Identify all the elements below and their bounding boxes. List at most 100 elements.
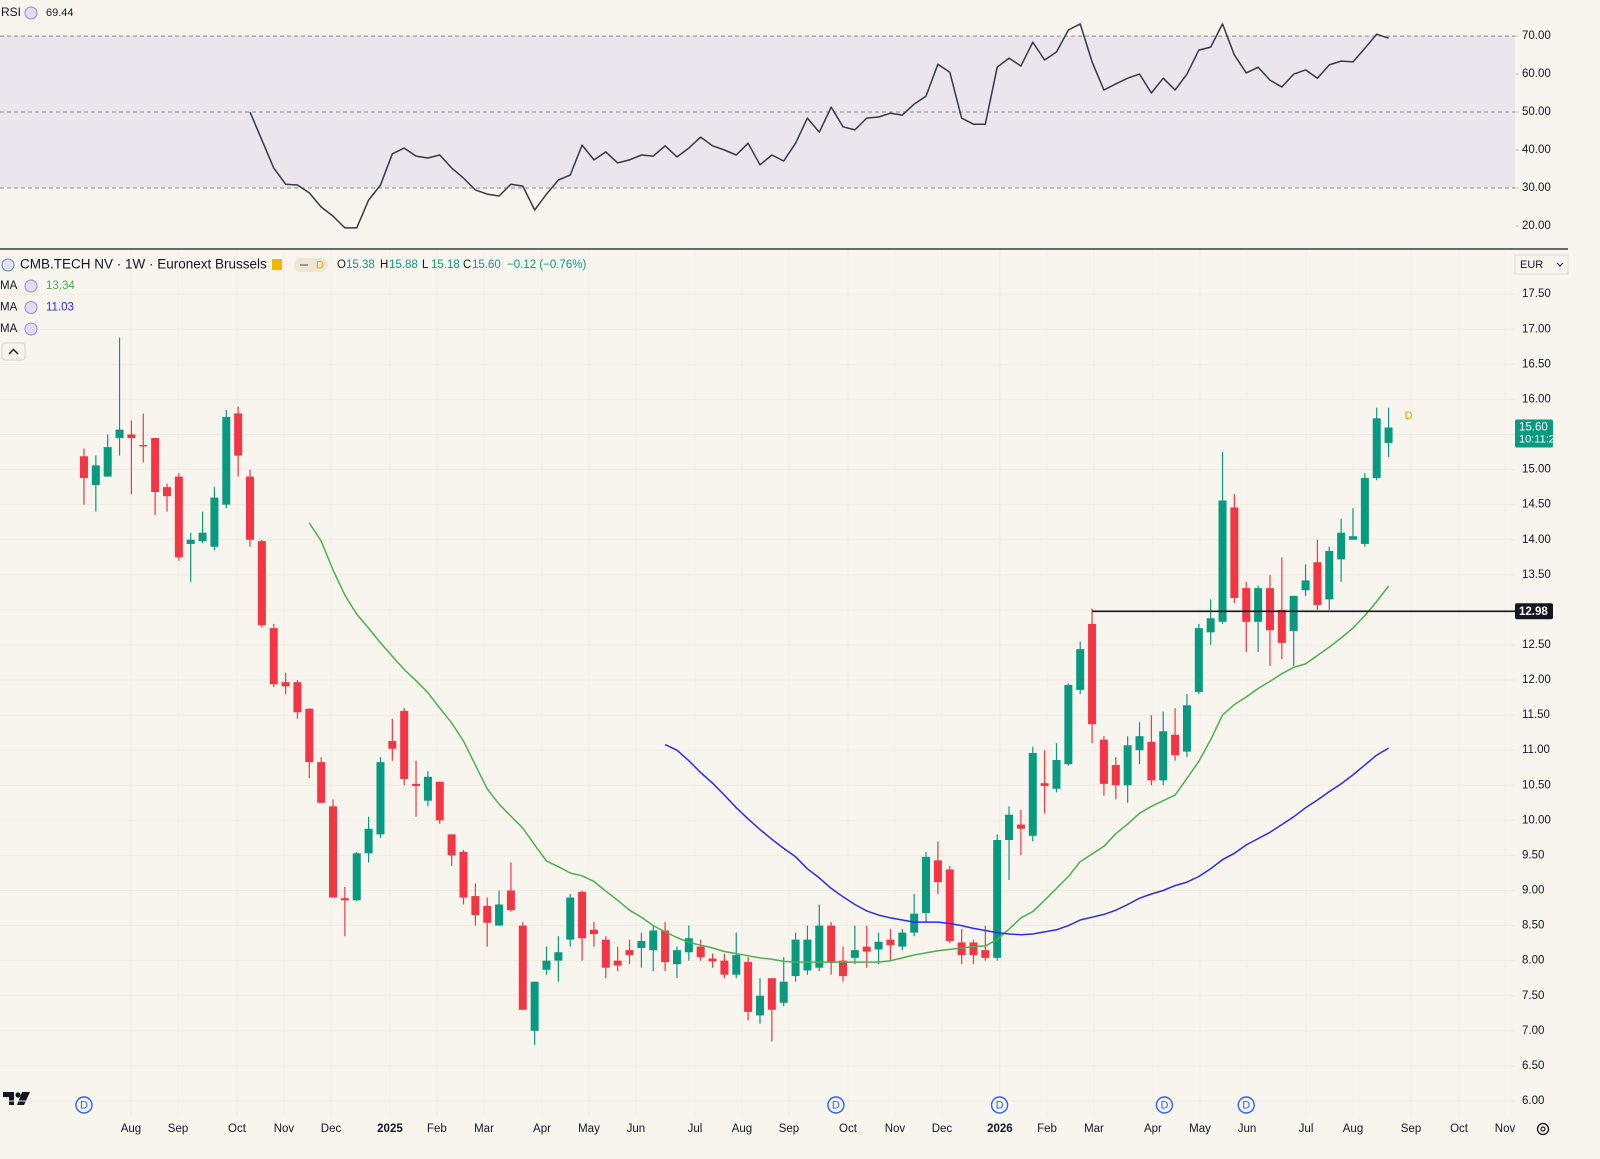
candle-body <box>839 960 848 977</box>
candle-body <box>174 476 183 558</box>
candle-body <box>222 416 231 505</box>
candle-body <box>969 942 978 956</box>
legend-settings-icon[interactable] <box>24 301 38 314</box>
x-tick-label: Nov <box>1495 1123 1516 1135</box>
candle-body <box>1230 507 1239 598</box>
rsi-pane <box>0 23 1515 229</box>
candle-body <box>305 708 314 763</box>
candle-body <box>803 939 812 971</box>
candle-body <box>518 925 527 1010</box>
candle-body <box>625 950 634 956</box>
candle-body <box>945 869 954 942</box>
event-label: D <box>996 1099 1004 1111</box>
candle-body <box>922 856 931 913</box>
candle-body <box>471 896 480 916</box>
ohlc-key: H <box>380 259 388 271</box>
candle-body <box>1159 731 1168 781</box>
x-tick-label: Oct <box>839 1123 858 1135</box>
ohlc-value: 15.38 <box>346 259 375 271</box>
candle-body <box>684 938 693 953</box>
y-tick-label: 10.50 <box>1522 779 1551 791</box>
candle-body <box>1372 418 1381 479</box>
candle-body <box>1218 500 1227 622</box>
y-tick-label: 12.00 <box>1522 674 1551 686</box>
rsi-tick-label: 50.00 <box>1522 106 1551 118</box>
currency-chevron <box>1556 262 1564 267</box>
x-tick-label: Sep <box>779 1123 799 1135</box>
rsi-title: RSI <box>1 5 21 19</box>
x-tick-label: Mar <box>474 1123 494 1135</box>
legend-value: 13.34 <box>46 280 75 292</box>
y-tick-label: 10.00 <box>1522 814 1551 826</box>
event-marker[interactable] <box>75 1096 93 1114</box>
candle-body <box>317 762 326 803</box>
candle-body <box>495 904 504 926</box>
candle-body <box>1242 588 1251 622</box>
y-tick-label: 14.50 <box>1522 499 1551 511</box>
price-pane: D D D D D D <box>75 337 1515 1114</box>
gear-center <box>1540 1126 1546 1132</box>
x-tick-label: Aug <box>732 1123 752 1135</box>
event-marker[interactable] <box>827 1096 845 1114</box>
candle-body <box>898 932 907 947</box>
candle-body <box>1076 649 1085 690</box>
event-label: D <box>80 1099 88 1111</box>
candle-body <box>506 890 515 911</box>
legend-settings-icon[interactable] <box>24 279 38 293</box>
price-change: −0.12 (−0.76%) <box>507 259 586 271</box>
x-tick-label: Feb <box>1037 1123 1057 1135</box>
x-tick-label: Jun <box>1238 1123 1257 1135</box>
candle-body <box>874 941 883 950</box>
y-tick-label: 16.50 <box>1522 358 1551 370</box>
candle-body <box>981 950 990 958</box>
x-tick-label: Oct <box>228 1123 247 1135</box>
y-tick-label: 6.00 <box>1522 1095 1544 1107</box>
candle-body <box>1313 562 1322 605</box>
candle-body <box>1123 745 1132 786</box>
collapse-button[interactable] <box>1 342 26 361</box>
logo[interactable] <box>3 1092 30 1105</box>
y-tick-label: 7.50 <box>1522 990 1544 1002</box>
candle-body <box>672 950 681 965</box>
candle-body <box>103 447 112 477</box>
ohlc-value: 15.88 <box>389 259 418 271</box>
candle-body <box>993 839 1002 958</box>
candle-body <box>246 476 255 540</box>
x-tick-label: Dec <box>321 1123 342 1135</box>
candle-body <box>483 905 492 923</box>
legend-settings-icon[interactable] <box>24 322 38 336</box>
y-tick-label: 6.50 <box>1522 1060 1544 1072</box>
x-tick-label: Nov <box>274 1123 295 1135</box>
candle-body <box>1384 427 1393 443</box>
x-tick-label: Nov <box>885 1123 906 1135</box>
candle-body <box>1064 684 1073 765</box>
candle-body <box>340 898 349 901</box>
candle-body <box>234 413 243 456</box>
candle-body <box>744 962 753 1012</box>
currency-label: EUR <box>1520 259 1543 271</box>
candle-body <box>412 783 421 786</box>
event-label: D <box>832 1099 840 1111</box>
y-tick-label: 8.00 <box>1522 955 1544 967</box>
flag-icon[interactable] <box>272 259 282 270</box>
currency-box[interactable] <box>1514 254 1569 275</box>
candle-body <box>767 978 776 1010</box>
event-marker[interactable] <box>1237 1096 1255 1114</box>
candle-body <box>708 958 717 962</box>
legend-value: 11.03 <box>46 302 74 314</box>
y-tick-label: 17.50 <box>1522 288 1551 300</box>
collapse-box[interactable] <box>1 342 26 361</box>
candle-body <box>1111 764 1120 786</box>
logo-part <box>17 1092 30 1105</box>
x-tick-label: Apr <box>533 1123 551 1135</box>
candle-body <box>198 532 207 542</box>
candle-body <box>1301 580 1310 591</box>
settings-button[interactable] <box>1536 1122 1550 1136</box>
event-marker[interactable] <box>1155 1096 1174 1114</box>
x-tick-label: Aug <box>1343 1123 1363 1135</box>
upcoming-event: D <box>1405 410 1413 422</box>
candle-body <box>827 925 836 963</box>
event-marker[interactable] <box>990 1096 1009 1114</box>
rsi-settings-icon[interactable] <box>24 6 38 20</box>
candle-body <box>79 456 88 479</box>
